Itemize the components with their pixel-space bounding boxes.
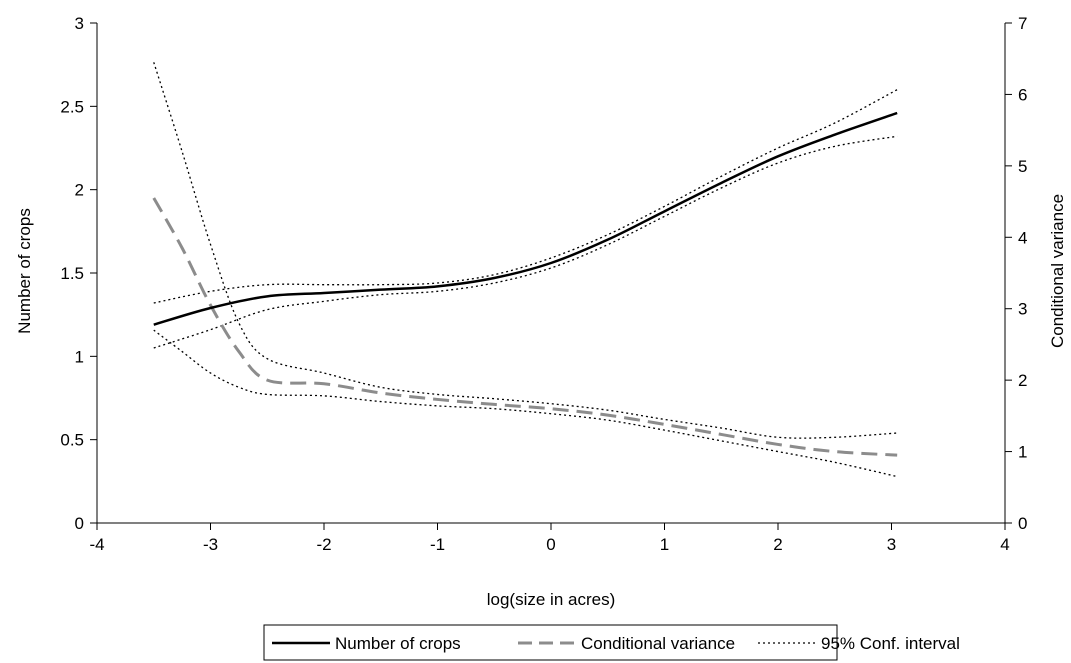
y-right-tick-label: 3 xyxy=(1018,300,1027,319)
y-right-tick-label: 0 xyxy=(1018,514,1027,533)
series-layer xyxy=(152,62,898,478)
y-axis-left: 0 0.5 1 1.5 2 2.5 3 xyxy=(60,14,97,533)
y-left-tick-label: 1.5 xyxy=(60,264,84,283)
x-tick-label: -1 xyxy=(430,535,445,554)
y-left-tick-label: 0.5 xyxy=(60,431,84,450)
x-tick-label: 0 xyxy=(546,535,555,554)
conf-interval-lower-line xyxy=(153,135,898,349)
x-tick-label: 3 xyxy=(887,535,896,554)
x-tick-label: 4 xyxy=(1000,535,1009,554)
y-left-tick-label: 2 xyxy=(75,181,84,200)
x-tick-label: 2 xyxy=(773,535,782,554)
y-right-tick-label: 5 xyxy=(1018,157,1027,176)
y-left-tick-label: 3 xyxy=(75,14,84,33)
y-axis-right-title: Conditional variance xyxy=(1048,194,1067,348)
x-tick-label: -3 xyxy=(203,535,218,554)
y-left-tick-label: 1 xyxy=(75,347,84,366)
conf-interval-variance-lower-line xyxy=(153,329,898,478)
y-right-tick-label: 1 xyxy=(1018,443,1027,462)
x-axis: -4 -3 -2 -1 0 1 2 3 4 xyxy=(89,523,1010,554)
conf-interval-variance-upper-line xyxy=(153,62,898,439)
plot-area xyxy=(96,23,1006,524)
conditional-variance-line xyxy=(152,197,898,457)
y-left-tick-label: 0 xyxy=(75,514,84,533)
y-right-tick-label: 4 xyxy=(1018,228,1027,247)
legend-label-number-of-crops: Number of crops xyxy=(335,634,461,653)
legend: Number of crops Conditional variance 95%… xyxy=(263,624,960,661)
y-axis-left-title: Number of crops xyxy=(15,208,34,334)
x-axis-title: log(size in acres) xyxy=(487,590,616,609)
x-tick-label: -4 xyxy=(89,535,104,554)
y-right-tick-label: 2 xyxy=(1018,371,1027,390)
y-right-tick-label: 6 xyxy=(1018,85,1027,104)
x-tick-label: 1 xyxy=(660,535,669,554)
y-left-tick-label: 2.5 xyxy=(60,97,84,116)
number-of-crops-line xyxy=(153,111,898,326)
y-right-tick-label: 7 xyxy=(1018,14,1027,33)
legend-label-conditional-variance: Conditional variance xyxy=(581,634,735,653)
y-axis-right: 0 1 2 3 4 5 6 7 xyxy=(1005,14,1027,533)
legend-label-conf-interval: 95% Conf. interval xyxy=(821,634,960,653)
x-tick-label: -2 xyxy=(316,535,331,554)
